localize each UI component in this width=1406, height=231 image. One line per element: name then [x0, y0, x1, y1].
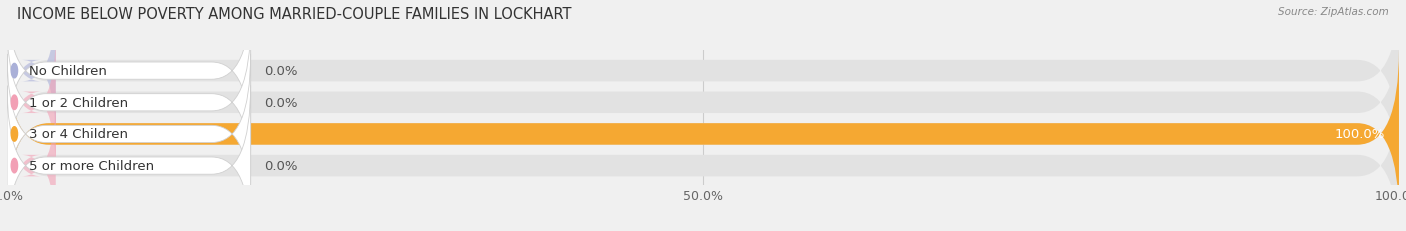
- FancyBboxPatch shape: [7, 23, 250, 182]
- Circle shape: [11, 127, 17, 142]
- FancyBboxPatch shape: [7, 86, 250, 231]
- Text: 1 or 2 Children: 1 or 2 Children: [28, 96, 128, 109]
- Text: 5 or more Children: 5 or more Children: [28, 159, 153, 172]
- FancyBboxPatch shape: [7, 35, 56, 171]
- Circle shape: [11, 64, 17, 79]
- Circle shape: [11, 159, 17, 173]
- Text: No Children: No Children: [28, 65, 107, 78]
- FancyBboxPatch shape: [7, 82, 1399, 231]
- Text: 3 or 4 Children: 3 or 4 Children: [28, 128, 128, 141]
- FancyBboxPatch shape: [7, 98, 56, 231]
- Text: 0.0%: 0.0%: [264, 159, 298, 172]
- FancyBboxPatch shape: [7, 0, 1399, 155]
- Text: 0.0%: 0.0%: [264, 96, 298, 109]
- Circle shape: [11, 96, 17, 110]
- Text: Source: ZipAtlas.com: Source: ZipAtlas.com: [1278, 7, 1389, 17]
- FancyBboxPatch shape: [7, 51, 1399, 218]
- FancyBboxPatch shape: [7, 55, 250, 214]
- FancyBboxPatch shape: [7, 0, 250, 151]
- FancyBboxPatch shape: [7, 19, 1399, 187]
- FancyBboxPatch shape: [7, 3, 56, 139]
- Text: INCOME BELOW POVERTY AMONG MARRIED-COUPLE FAMILIES IN LOCKHART: INCOME BELOW POVERTY AMONG MARRIED-COUPL…: [17, 7, 571, 22]
- Text: 100.0%: 100.0%: [1334, 128, 1385, 141]
- FancyBboxPatch shape: [7, 51, 1399, 218]
- Text: 0.0%: 0.0%: [264, 65, 298, 78]
